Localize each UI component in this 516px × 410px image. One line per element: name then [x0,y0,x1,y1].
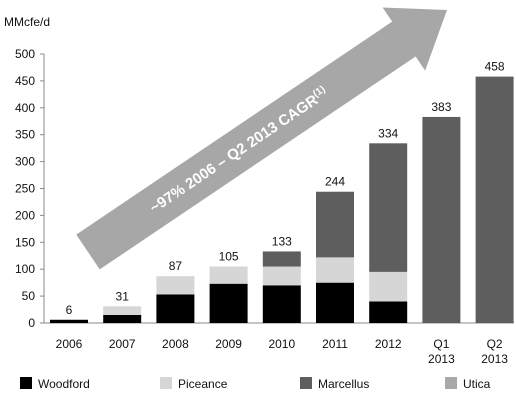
bar-segment-piceance [156,276,195,295]
y-tick-label: 0 [28,316,35,330]
y-tick-label: 450 [15,74,35,88]
bar-segment-woodford [50,319,88,323]
x-tick-label: 2012 [375,337,402,351]
bar-segment-woodford [316,282,354,323]
x-tick-label: 2007 [109,337,136,351]
bar-segment-marcellus [369,143,408,272]
bar-total-label: 334 [378,126,398,140]
x-tick-label-line: 2007 [109,337,136,351]
bar-total-label: 458 [485,60,505,74]
bar-segment-piceance [103,306,142,315]
x-tick-label: Q1 2013 [428,337,455,366]
bars: 6 31 87 105 133 244 334 383 458 [50,60,514,323]
y-tick-label: 250 [15,182,35,196]
x-tick-label: 2010 [268,337,295,351]
legend: Woodford Piceance Marcellus Utica [20,377,491,391]
bar-segment-woodford [369,301,408,323]
y-tick-label: 500 [15,47,35,61]
bar-segment-piceance [209,266,248,284]
bar-total-label: 383 [431,100,451,114]
y-tick-label: 350 [15,128,35,142]
y-tick-label: 100 [15,262,35,276]
y-tick-label: 50 [22,289,36,303]
x-tick-label-line: 2013 [428,352,455,366]
x-tick-label-line: 2011 [322,337,348,351]
bar-segment-piceance [262,266,301,286]
bar-total-label: 105 [219,250,239,264]
bar-total-label: 244 [325,175,345,189]
bar-segment-woodford [156,294,195,323]
legend-swatch-woodford [20,377,32,389]
bar-segment-marcellus [262,251,301,267]
bar-segment-woodford [103,314,142,323]
y-tick-label: 150 [15,235,35,249]
legend-swatch-marcellus [300,377,312,389]
x-tick-label-line: Q2 [487,337,503,351]
x-tick-label-line: 2006 [56,337,83,351]
legend-swatch-utica [445,377,457,389]
y-tick-label: 300 [15,155,35,169]
cagr-annotation-text: ~97% 2006 – Q2 2013 CAGR [147,91,322,216]
x-tick-label-line: 2009 [215,337,242,351]
cagr-arrow-shape [76,7,447,270]
cagr-annotation: ~97% 2006 – Q2 2013 CAGR(1) [146,84,331,217]
bar-total-label: 87 [169,259,183,273]
y-axis: 0 50 100 150 200 250 300 350 400 450 500 [15,47,514,330]
y-tick-label: 400 [15,101,35,115]
x-tick-label-line: 2013 [481,352,508,366]
legend-label-marcellus: Marcellus [318,377,369,391]
x-tick-label: 2008 [162,337,189,351]
y-axis-title: MMcfe/d [4,15,50,29]
bar-segment-woodford [209,283,248,323]
legend-label-woodford: Woodford [38,377,90,391]
bar-segment-piceance [369,271,408,302]
x-tick-label-line: 2010 [268,337,295,351]
bar-segment-woodford [262,285,301,323]
bar-segment-marcellus [422,116,461,323]
x-tick-label: 2011 [322,337,348,351]
x-tick-label-line: Q1 [433,337,449,351]
x-tick-label: 2006 [56,337,83,351]
legend-label-piceance: Piceance [178,377,228,391]
bar-segment-marcellus [475,76,514,323]
bar-segment-marcellus [316,191,354,258]
legend-swatch-piceance [160,377,172,389]
x-tick-label: Q2 2013 [481,337,508,366]
x-tick-label: 2009 [215,337,242,351]
x-tick-label-line: 2008 [162,337,189,351]
x-tick-label-line: 2012 [375,337,402,351]
bar-segment-piceance [316,257,354,283]
bar-total-label: 31 [116,289,130,303]
bar-total-label: 133 [272,234,292,248]
y-tick-label: 200 [15,208,35,222]
bar-total-label: 6 [66,303,73,317]
legend-label-utica: Utica [463,377,491,391]
